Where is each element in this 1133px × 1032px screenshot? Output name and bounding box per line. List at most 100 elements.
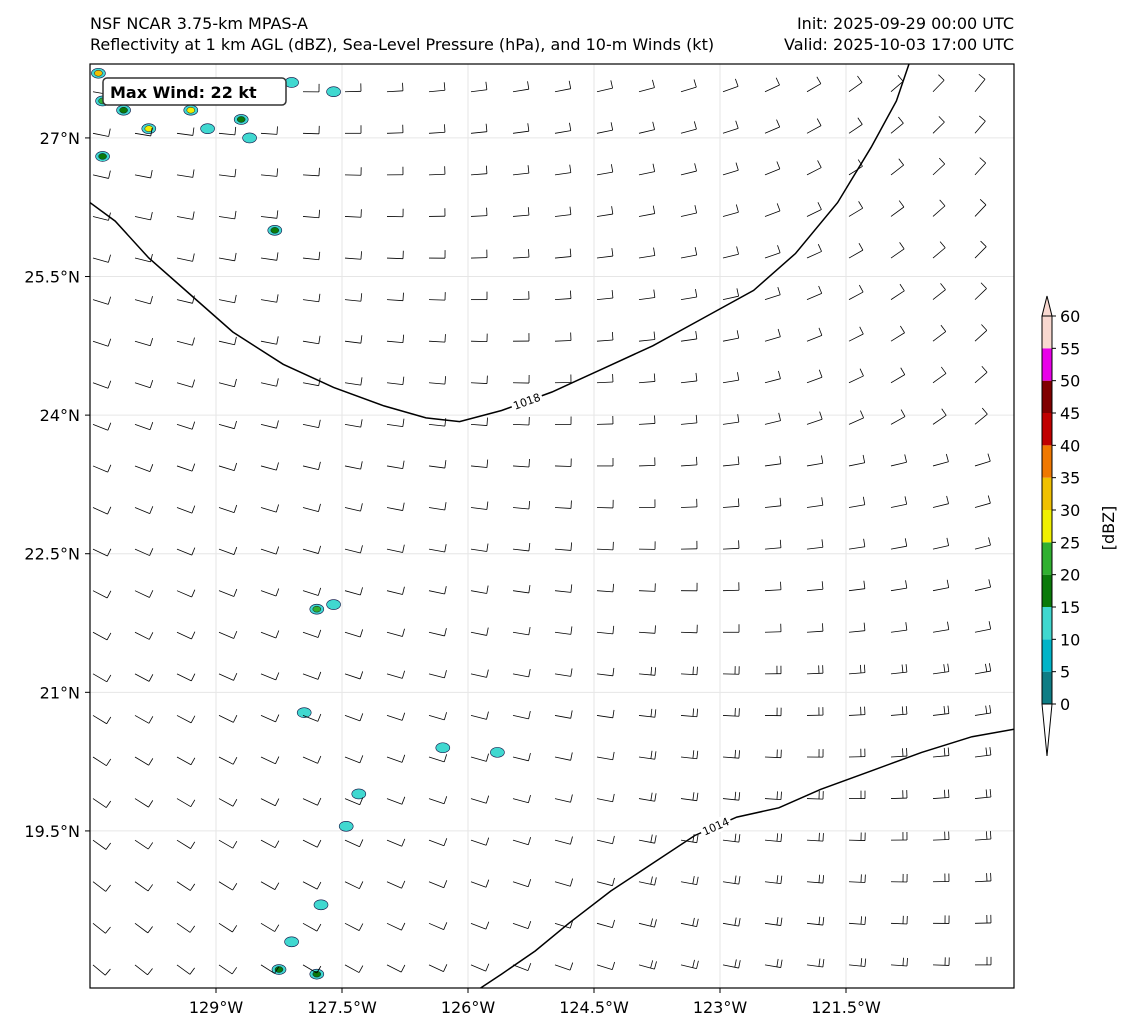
wind-barb xyxy=(176,463,196,472)
lon-tick-label: 121.5°W xyxy=(811,998,881,1017)
wind-barb xyxy=(722,204,739,217)
wind-barb xyxy=(975,956,992,966)
reflectivity-cell xyxy=(91,67,106,79)
wind-barb xyxy=(554,500,572,509)
colorbar-segment xyxy=(1042,477,1052,510)
wind-barb xyxy=(176,169,195,178)
wind-barb xyxy=(344,335,363,344)
wind-barb xyxy=(638,583,656,592)
wind-barb xyxy=(218,252,237,262)
wind-barb xyxy=(722,708,740,717)
wind-barb xyxy=(470,501,489,510)
wind-barb xyxy=(764,875,783,884)
wind-barb xyxy=(680,582,698,592)
wind-barb xyxy=(848,284,864,300)
wind-barb xyxy=(302,419,321,429)
wind-barb xyxy=(260,881,280,890)
wind-barb xyxy=(764,245,781,259)
wind-barb xyxy=(302,377,321,387)
wind-barb xyxy=(764,791,782,801)
wind-barb xyxy=(134,506,154,514)
wind-barb xyxy=(848,916,866,925)
wind-barb xyxy=(302,167,320,177)
wind-barb xyxy=(92,756,112,767)
wind-barb xyxy=(470,669,489,678)
colorbar-segment xyxy=(1042,607,1052,640)
wind-barb xyxy=(344,209,362,218)
wind-barb xyxy=(512,836,532,846)
wind-barb xyxy=(680,456,698,467)
wind-barb xyxy=(596,709,615,719)
wind-barb xyxy=(638,541,656,550)
wind-barb xyxy=(638,834,657,844)
wind-barb xyxy=(764,328,781,342)
wind-barb xyxy=(344,167,362,176)
wind-barb xyxy=(638,79,655,93)
wind-barb xyxy=(848,706,866,716)
wind-barb xyxy=(638,163,656,176)
wind-barb xyxy=(764,412,781,425)
wind-barb xyxy=(428,838,448,847)
wind-barb xyxy=(260,588,280,597)
wind-barb xyxy=(638,457,656,467)
wind-barb xyxy=(806,411,823,425)
wind-barb xyxy=(890,957,908,967)
wind-barb xyxy=(722,246,739,259)
wind-barb xyxy=(176,421,196,430)
gridlines xyxy=(90,64,1014,988)
wind-barb xyxy=(722,330,740,342)
wind-barb xyxy=(134,839,154,850)
lat-tick-label: 27°N xyxy=(40,129,80,148)
wind-barb xyxy=(974,365,988,384)
wind-barb xyxy=(806,916,825,926)
wind-barb xyxy=(596,583,614,593)
wind-barb xyxy=(554,332,572,342)
wind-barb xyxy=(260,504,280,513)
model-title: NSF NCAR 3.75-km MPAS-A xyxy=(90,14,308,33)
colorbar-segment xyxy=(1042,574,1052,607)
wind-barb xyxy=(974,282,987,300)
wind-barb xyxy=(638,750,657,760)
wind-barb xyxy=(428,544,447,553)
wind-barb xyxy=(680,624,698,634)
wind-barb xyxy=(176,881,196,891)
wind-barb xyxy=(218,964,238,975)
wind-barb xyxy=(92,380,112,389)
reflectivity-cell xyxy=(296,707,312,718)
colorbar-segment xyxy=(1042,671,1052,704)
wind-barb xyxy=(176,839,196,849)
wind-barb xyxy=(134,964,153,976)
wind-barb xyxy=(932,915,950,924)
wind-barb xyxy=(932,157,946,176)
wind-barb xyxy=(722,917,741,927)
wind-barb xyxy=(512,291,530,301)
wind-barb xyxy=(974,914,992,924)
wind-barb xyxy=(597,457,614,467)
isobar-label-bg xyxy=(509,389,545,414)
colorbar-segment xyxy=(1042,316,1052,349)
wind-barb xyxy=(386,292,404,302)
wind-barb xyxy=(302,797,322,806)
wind-barb xyxy=(638,373,656,384)
wind-barb xyxy=(890,200,905,217)
wind-barb xyxy=(638,247,656,259)
isobar-label: 1018 xyxy=(512,391,543,413)
isobar-label-bg xyxy=(698,813,734,840)
wind-barb xyxy=(428,82,446,93)
wind-barb xyxy=(680,205,698,217)
wind-barb xyxy=(428,166,446,176)
wind-barb xyxy=(974,324,988,342)
wind-barb xyxy=(806,202,822,217)
wind-barb xyxy=(680,750,699,760)
wind-barb xyxy=(806,327,823,342)
wind-barb xyxy=(554,962,574,971)
wind-barb xyxy=(92,881,111,892)
wind-barb xyxy=(806,958,825,968)
wind-barb xyxy=(92,254,111,263)
wind-barb xyxy=(932,747,950,758)
wind-barb xyxy=(260,922,280,932)
wind-barb xyxy=(848,832,866,841)
wind-barb xyxy=(806,76,822,93)
wind-barb xyxy=(428,418,447,427)
wind-barb xyxy=(806,623,824,633)
